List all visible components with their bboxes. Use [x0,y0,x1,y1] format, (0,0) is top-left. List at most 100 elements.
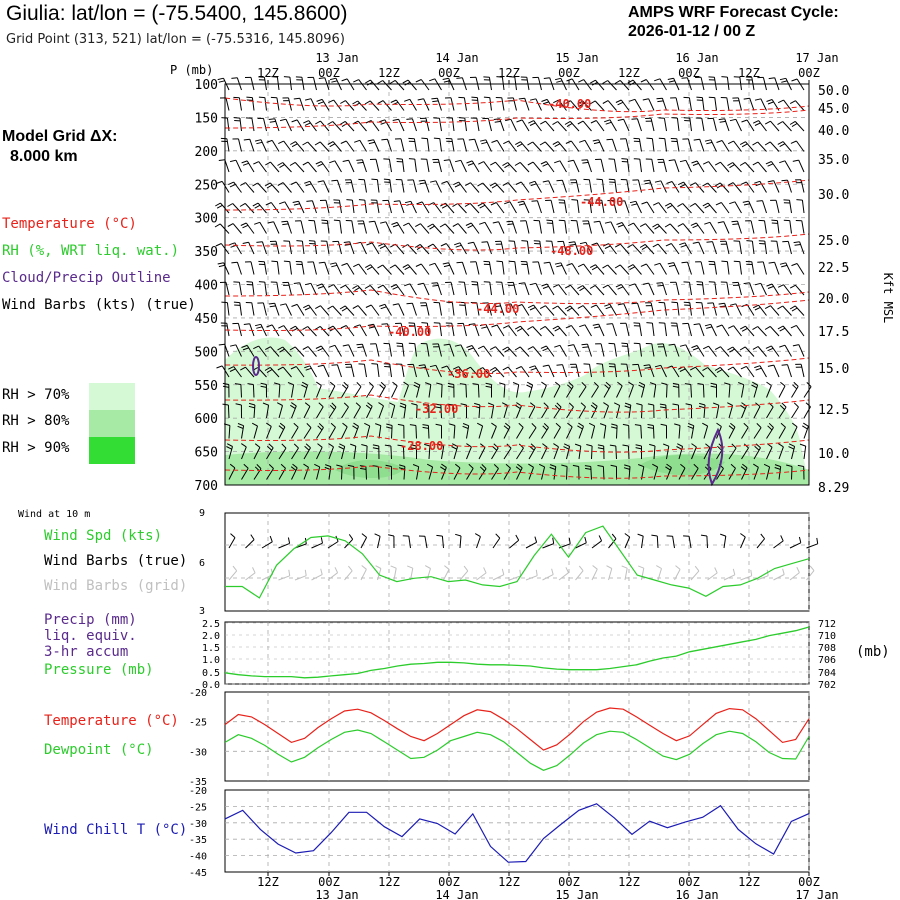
wind-barb-flag [593,326,601,329]
wind-barb-flag [767,425,773,431]
wind-barb-shaft [464,118,467,132]
wind-barb-shaft [516,447,524,460]
wind-barb-shaft [558,99,567,111]
wind-barb-flag [383,178,390,181]
wind-barb-flag [603,402,609,407]
wind-barb-flag [584,465,591,467]
wind-barb-flag [621,565,628,569]
wind-barb-flag [689,202,696,207]
wind-barb-flag [543,402,549,408]
wind-barb-flag [667,77,674,80]
wind-barb-shaft [760,98,767,111]
wind-barb-flag [218,343,225,346]
wind-barb-shaft [544,326,555,337]
wind-barb-shaft [708,161,717,173]
wind-barb-shaft [274,118,280,132]
wind-barb-shaft [226,138,230,152]
wind-barb-flag [424,443,431,447]
wind-barb-flag [304,306,311,311]
wind-barb-shaft [746,304,755,316]
wind-barb-flag [240,182,246,186]
wind-barb-flag [477,202,484,207]
wind-barb-shaft [291,427,299,439]
wind-barb-flag [253,345,259,350]
wind-barb-shaft [282,366,292,378]
wind-barb-shaft [463,282,467,296]
wind-barb-shaft [291,447,299,460]
wind-barb-flag [431,97,438,100]
wind-barb-flag [754,306,761,311]
wind-barb-shaft [321,99,330,111]
wind-barb-shaft [370,264,380,275]
wind-barb-flag [386,426,393,429]
wind-barb-shaft [503,447,512,460]
wind-barb-flag [767,364,774,367]
wind-barb-shaft [744,346,755,357]
wind-barb-flag [694,565,700,572]
wind-barb-shaft [326,241,330,255]
wind-barb-flag [554,160,561,164]
temperature-y-tick: -25 [189,718,207,729]
wind-barb-flag [728,425,735,430]
wind-barb-shaft [350,179,355,193]
height-tick-label: 20.0 [818,292,849,307]
wind-barb-shaft [334,345,342,357]
wind-barb-shaft [641,568,645,581]
wind-barb-shaft [608,538,617,549]
wind-barb-flag [518,203,525,206]
wind-barb-flag [789,120,796,125]
wind-barb-shaft [512,282,517,296]
wind-barb-flag [493,464,499,469]
wind-barb-flag [529,365,536,369]
wind-barb-shaft [664,302,667,316]
wind-barb-shaft [261,241,267,255]
wind-barb-flag [628,381,634,386]
wind-barb-flag [410,444,417,447]
dewpoint-line [224,729,810,771]
wind-barb-shaft [794,121,805,132]
wind-barb-shaft [690,384,692,398]
wind-barb-shaft [336,180,342,193]
wind-barb-flag [467,162,474,166]
wind-barb-flag [229,159,237,163]
wind-barb-shaft [695,182,705,193]
wind-barb-flag [543,261,550,264]
wind-barb-flag [435,423,442,426]
wind-barb-shaft [778,406,787,419]
wind-barb-flag [526,384,533,389]
wind-barb-flag [656,97,663,100]
windchill-y-tick: -40 [189,852,207,863]
wind-barb-shaft [270,346,280,357]
wind-barb-shaft [685,160,692,173]
wind-barb-flag [781,264,788,268]
wind-barb-shaft [798,344,805,357]
wind-barb-shaft [599,221,605,234]
legend-swatch-rh90 [89,437,135,464]
wind-barb-flag [352,305,359,309]
wind-barb-shaft [716,468,724,480]
contour-label: -28.00 [400,439,443,453]
wind-barb-shaft [532,161,542,173]
wind-barb-shaft [514,261,517,275]
wind-barb-flag [218,80,225,83]
wind-barb-shaft [621,222,630,234]
wind-barb-flag [740,533,746,538]
wind-y-tick: 3 [199,606,205,617]
wind-barb-flag [221,117,228,119]
temperature-y-tick: -20 [189,688,207,699]
wind-barb-shaft [607,100,617,111]
wind-barb-shaft [685,344,692,357]
wind-barb-shaft [745,141,755,152]
wind-barb-flag [538,463,545,468]
wind-barb-shaft [311,574,323,581]
wind-barb-shaft [546,99,555,111]
temperature-contour-line [224,179,810,211]
wind-barb-shaft [278,384,281,398]
wind-barb-shaft [632,79,642,91]
wind-barb-flag [666,463,672,468]
wind-barb-shaft [291,384,295,398]
wind-barb-shaft [494,182,505,193]
wind-barb-flag [618,200,625,203]
wind-barb-flag [432,100,439,103]
pressure-tick-label: 400 [195,279,218,294]
